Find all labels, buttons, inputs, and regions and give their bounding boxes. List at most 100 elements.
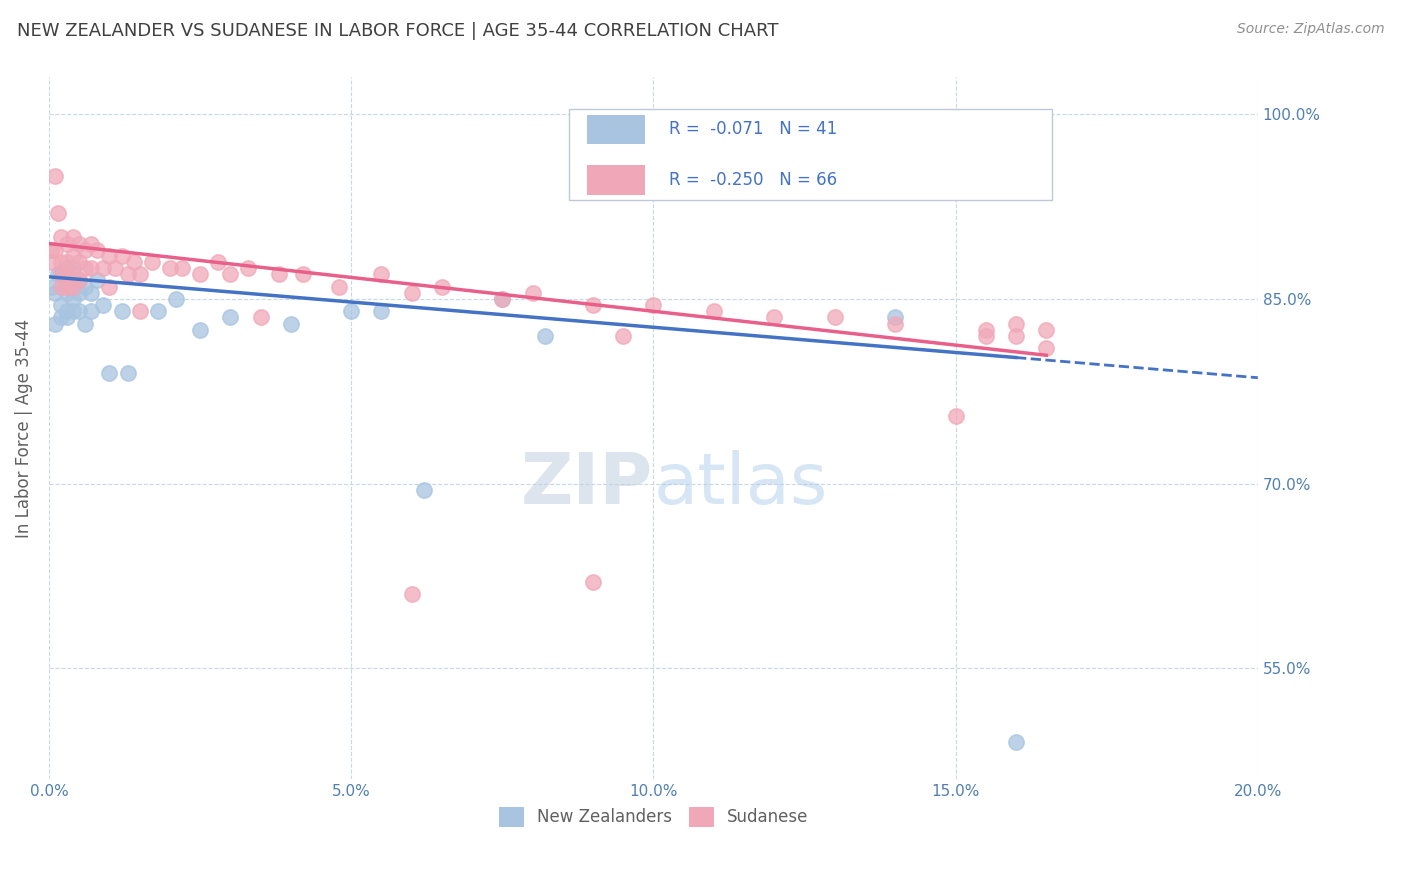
Point	[412, 483, 434, 497]
Point	[56, 279, 79, 293]
Point	[340, 304, 363, 318]
Point	[49, 310, 72, 325]
Point	[612, 329, 634, 343]
Point	[280, 317, 302, 331]
Point	[49, 230, 72, 244]
Point	[170, 261, 193, 276]
Text: R =  -0.071   N = 41: R = -0.071 N = 41	[669, 120, 838, 138]
Point	[80, 304, 103, 318]
Point	[62, 230, 84, 244]
Point	[93, 298, 115, 312]
Point	[884, 317, 907, 331]
Point	[75, 243, 97, 257]
Point	[56, 261, 79, 276]
Point	[370, 304, 392, 318]
Point	[582, 298, 605, 312]
Point	[974, 323, 997, 337]
Text: ZIP: ZIP	[522, 450, 654, 519]
Point	[1035, 323, 1057, 337]
Point	[44, 317, 66, 331]
Point	[46, 206, 69, 220]
Point	[62, 279, 84, 293]
Point	[53, 268, 76, 282]
Point	[1005, 317, 1028, 331]
Point	[56, 255, 79, 269]
Point	[86, 243, 108, 257]
Point	[117, 366, 139, 380]
Point	[117, 268, 139, 282]
Point	[146, 304, 169, 318]
Point	[533, 329, 555, 343]
Point	[884, 310, 907, 325]
Point	[56, 304, 79, 318]
Point	[98, 249, 121, 263]
Point	[582, 574, 605, 589]
Point	[430, 279, 453, 293]
Point	[110, 304, 132, 318]
Point	[75, 317, 97, 331]
Point	[122, 255, 145, 269]
Point	[67, 273, 90, 287]
Point	[522, 285, 544, 300]
Point	[249, 310, 271, 325]
Point	[46, 268, 69, 282]
Point	[98, 279, 121, 293]
Point	[128, 304, 150, 318]
Y-axis label: In Labor Force | Age 35-44: In Labor Force | Age 35-44	[15, 318, 32, 538]
Point	[75, 261, 97, 276]
Point	[188, 268, 211, 282]
Point	[49, 255, 72, 269]
Point	[56, 279, 79, 293]
Point	[219, 310, 242, 325]
Text: atlas: atlas	[654, 450, 828, 519]
Point	[219, 268, 242, 282]
Point	[62, 279, 84, 293]
Point	[401, 587, 423, 601]
Text: R =  -0.250   N = 66: R = -0.250 N = 66	[669, 171, 837, 189]
Point	[67, 273, 90, 287]
Point	[104, 261, 127, 276]
Point	[159, 261, 181, 276]
Point	[703, 304, 725, 318]
Point	[98, 366, 121, 380]
Bar	[586, 165, 645, 194]
Point	[39, 243, 62, 257]
Point	[62, 304, 84, 318]
Point	[41, 279, 63, 293]
Point	[974, 329, 997, 343]
Point	[1035, 341, 1057, 355]
Point	[49, 298, 72, 312]
Point	[141, 255, 163, 269]
Point	[491, 292, 513, 306]
Point	[56, 236, 79, 251]
Point	[93, 261, 115, 276]
Point	[291, 268, 314, 282]
Point	[643, 298, 665, 312]
Point	[67, 236, 90, 251]
Point	[165, 292, 187, 306]
Text: NEW ZEALANDER VS SUDANESE IN LABOR FORCE | AGE 35-44 CORRELATION CHART: NEW ZEALANDER VS SUDANESE IN LABOR FORCE…	[17, 22, 779, 40]
Point	[41, 255, 63, 269]
Point	[49, 268, 72, 282]
Point	[1005, 735, 1028, 749]
Point	[80, 285, 103, 300]
Point	[401, 285, 423, 300]
Point	[49, 279, 72, 293]
Point	[491, 292, 513, 306]
Point	[62, 292, 84, 306]
Point	[370, 268, 392, 282]
Text: Source: ZipAtlas.com: Source: ZipAtlas.com	[1237, 22, 1385, 37]
Point	[67, 255, 90, 269]
Point	[80, 261, 103, 276]
Point	[80, 236, 103, 251]
Point	[62, 249, 84, 263]
Bar	[586, 114, 645, 145]
Point	[56, 285, 79, 300]
Point	[86, 273, 108, 287]
FancyBboxPatch shape	[569, 109, 1052, 200]
Point	[188, 323, 211, 337]
Point	[67, 285, 90, 300]
Point	[62, 261, 84, 276]
Point	[763, 310, 786, 325]
Point	[207, 255, 229, 269]
